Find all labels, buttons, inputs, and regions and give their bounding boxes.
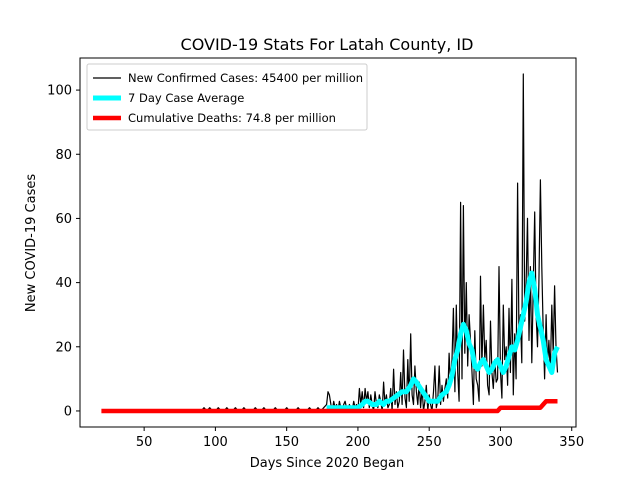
plot-area: 50 100 150 200 250 300 350 0 20 40 60 80 100 xyxy=(47,57,584,450)
y-tick-label: 20 xyxy=(55,340,72,355)
x-tick-label: 100 xyxy=(203,435,228,450)
legend-label-3: Cumulative Deaths: 74.8 per million xyxy=(128,111,336,125)
y-tick-label: 100 xyxy=(47,84,72,99)
x-tick-label: 50 xyxy=(136,435,153,450)
series-line-2 xyxy=(326,270,560,411)
y-tick-label: 80 xyxy=(55,148,72,163)
x-tick-label: 350 xyxy=(559,435,584,450)
y-tick-label: 40 xyxy=(55,276,72,291)
x-tick-label: 250 xyxy=(417,435,442,450)
x-tick-label: 200 xyxy=(346,435,371,450)
legend-box xyxy=(86,63,368,131)
y-axis-title: New COVID-19 Cases xyxy=(24,174,39,312)
chart-title: COVID-19 Stats For Latah County, ID xyxy=(181,35,474,54)
legend: New Confirmed Cases: 45400 per million 7 … xyxy=(86,63,368,131)
series-line-3 xyxy=(101,399,558,414)
axes-frame xyxy=(79,57,577,428)
x-axis-title: Days Since 2020 Began xyxy=(250,456,405,471)
legend-label-2: 7 Day Case Average xyxy=(128,91,244,105)
y-tick-label: 60 xyxy=(55,212,72,227)
y-tick-label: 0 xyxy=(64,404,72,419)
x-tick-label: 150 xyxy=(274,435,299,450)
x-tick-label: 300 xyxy=(488,435,513,450)
legend-label-1: New Confirmed Cases: 45400 per million xyxy=(128,71,363,85)
